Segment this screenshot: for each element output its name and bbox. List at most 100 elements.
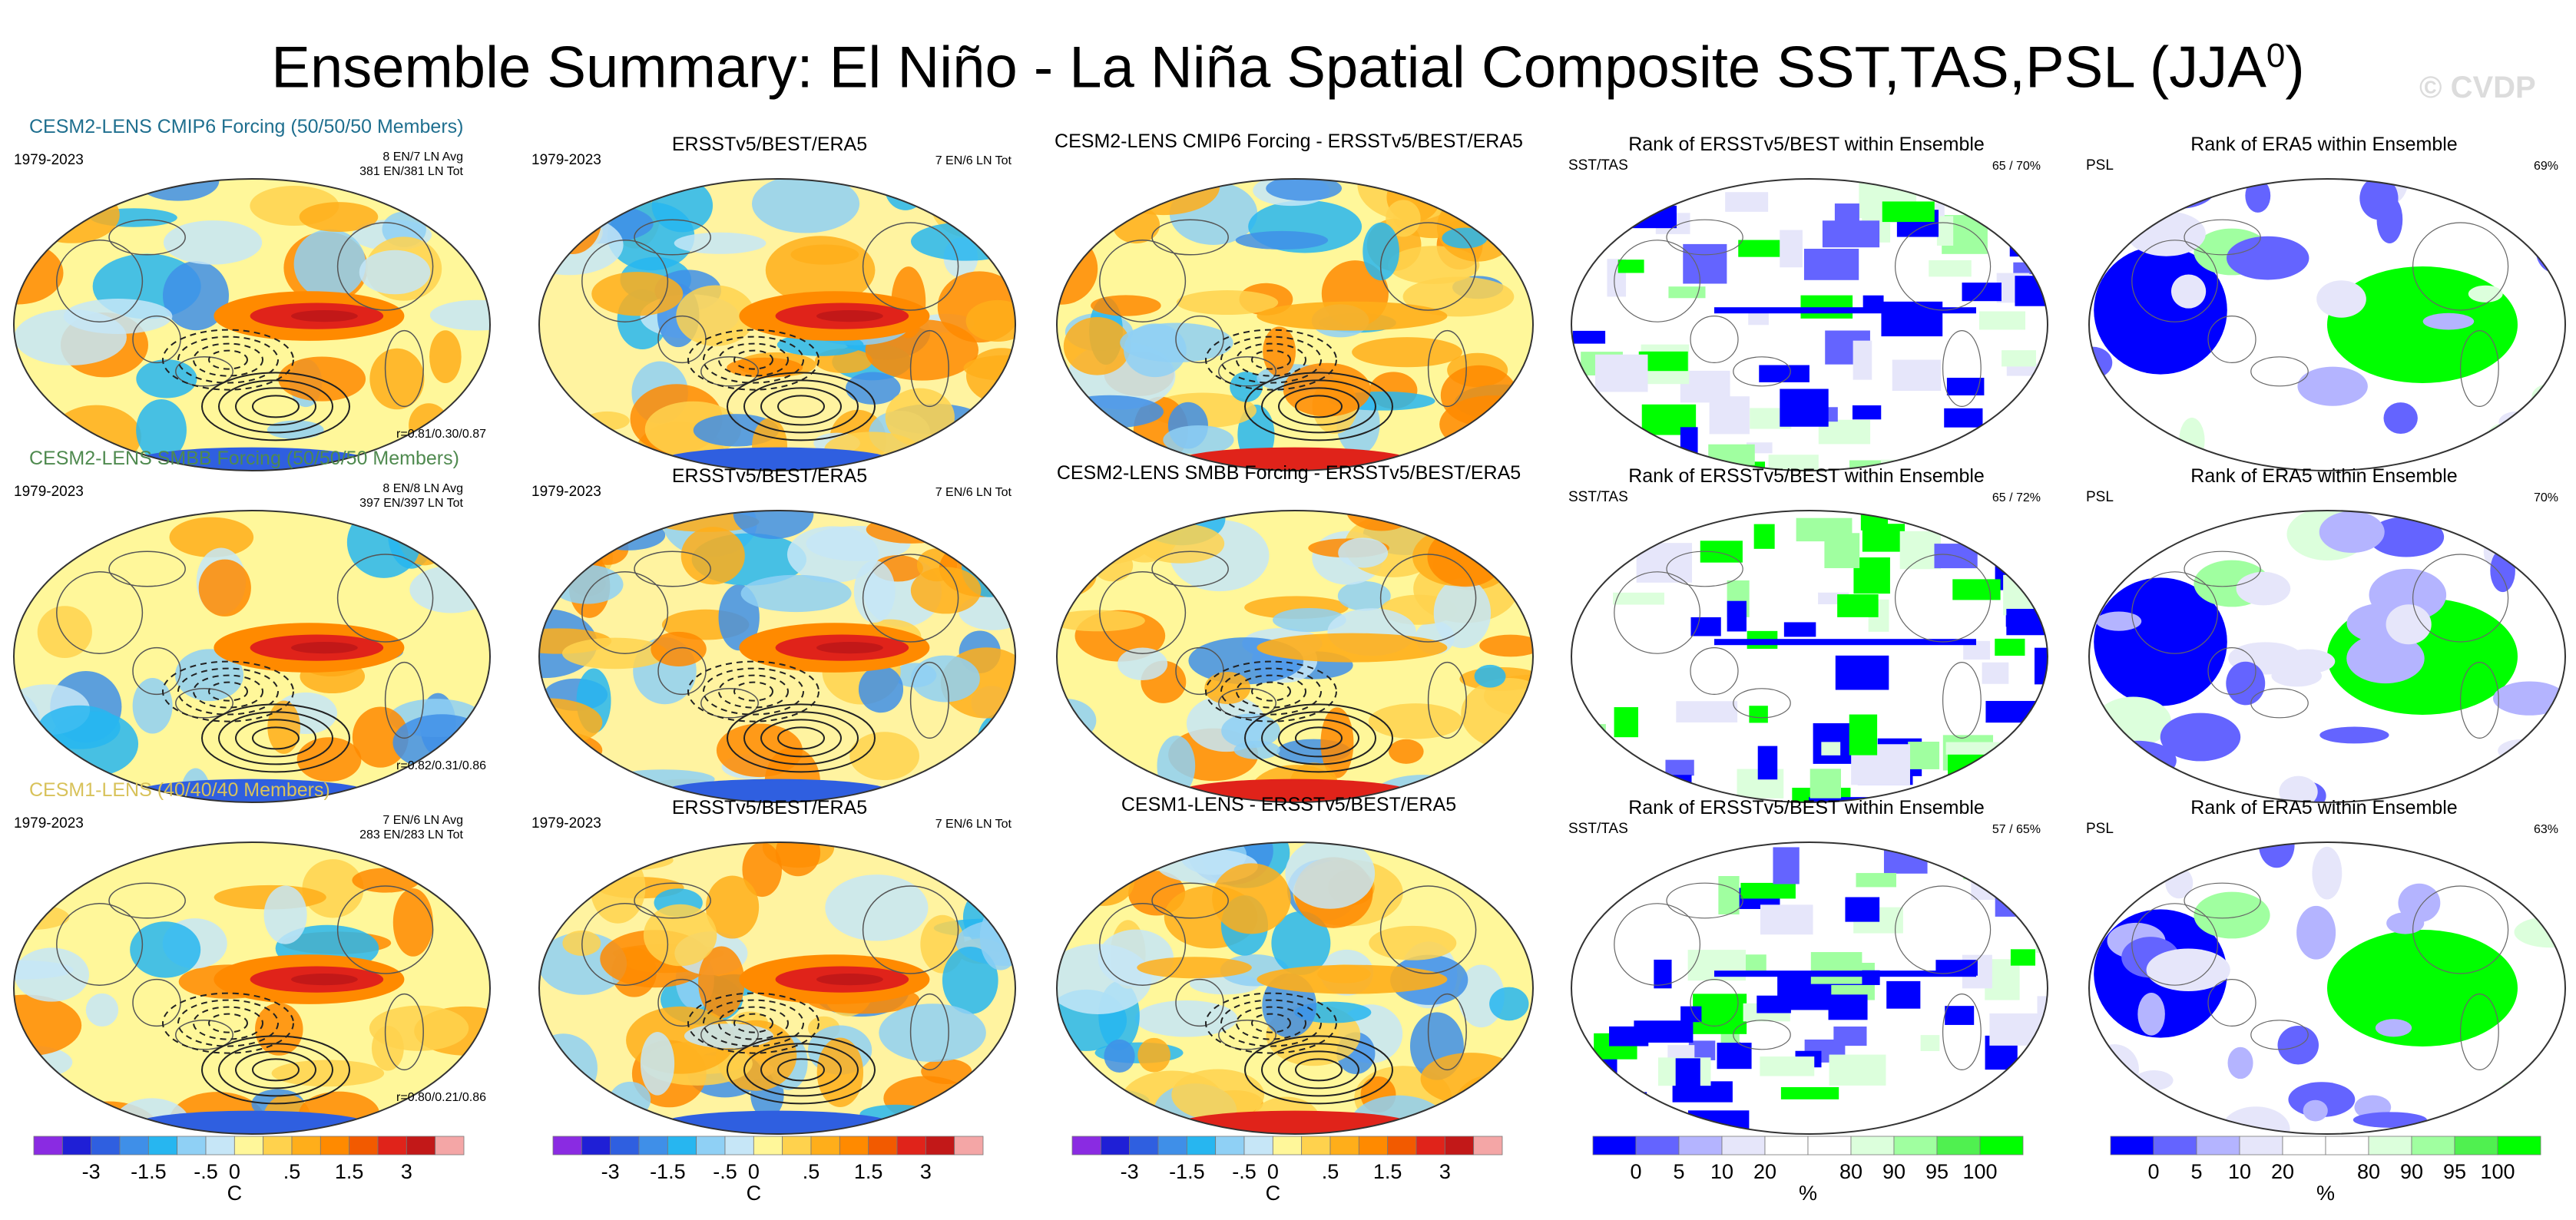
colorbar-swatch — [2282, 1136, 2326, 1156]
psl-contour-dashed — [718, 342, 789, 377]
anomaly-blob — [136, 398, 187, 461]
map-field — [14, 511, 490, 802]
map-border — [1571, 178, 2048, 471]
psl-contour — [743, 1043, 859, 1097]
colorbar-tick-label: 0 — [2147, 1160, 2159, 1183]
map-border — [538, 510, 1016, 803]
enso-peak — [291, 310, 358, 322]
continent-outline — [56, 240, 144, 322]
colorbar-swatch — [1358, 1136, 1389, 1156]
difference-title: CESM2-LENS CMIP6 Forcing - ERSSTv5/BEST/… — [1055, 131, 1523, 152]
anomaly-blob — [543, 183, 602, 254]
rank-cell — [2025, 726, 2048, 759]
psl-contour-dashed — [162, 992, 294, 1054]
rank-cell — [1727, 600, 1747, 632]
psl-contour — [1261, 711, 1376, 765]
colorbar-tick-label: 1.5 — [1373, 1160, 1402, 1183]
rank-cell — [2040, 534, 2048, 551]
rank-cell — [1668, 286, 1706, 299]
psl-contour-dashed — [1236, 342, 1306, 377]
continent-outline — [862, 222, 959, 311]
anomaly-blob — [130, 921, 201, 978]
psl-contour-dashed — [733, 1013, 773, 1033]
rank-cell — [1948, 754, 2002, 788]
map-field — [1571, 179, 2048, 471]
map-field — [14, 842, 490, 1134]
rank-cell — [2319, 726, 2389, 744]
map-border — [2088, 841, 2566, 1135]
rank-cell — [2245, 179, 2271, 213]
rank-psl-percent: 69% — [2534, 160, 2558, 173]
colorbar-tick-label: -3 — [601, 1160, 620, 1183]
rank-cell — [1599, 1096, 1646, 1129]
continent-outline — [1427, 329, 1467, 408]
anomaly-blob — [866, 515, 956, 544]
continent-outline — [1218, 1020, 1276, 1050]
map-field — [2089, 842, 2565, 1134]
anomaly-blob — [971, 179, 1015, 208]
psl-contour-dashed — [1251, 681, 1291, 702]
anomaly-blob — [1468, 861, 1533, 892]
continent-outline — [1218, 356, 1276, 387]
continent-outline — [1614, 903, 1701, 986]
anomaly-blob — [1433, 577, 1492, 649]
anomaly-blob — [705, 875, 760, 939]
map-border — [538, 178, 1016, 471]
rank-cell — [2226, 661, 2266, 706]
rank-cell — [1803, 248, 1859, 280]
obs-title: ERSSTv5/BEST/ERA5 — [672, 134, 867, 155]
anomaly-blob — [651, 631, 707, 667]
continent-outline — [1895, 885, 1992, 974]
rank-cell — [2160, 712, 2241, 762]
period-label: 1979-2023 — [531, 815, 601, 832]
anomaly-blob — [1352, 337, 1462, 368]
rank-psl-variable: PSL — [2086, 157, 2114, 174]
rank-cell — [1997, 535, 2048, 577]
continent-outline — [700, 1020, 759, 1050]
rank-region — [2327, 930, 2518, 1046]
colorbar-tick-label: -.5 — [713, 1160, 737, 1183]
rank-cell — [1908, 742, 1940, 769]
colorbar-tick-label: 0 — [1267, 1160, 1279, 1183]
rank-cell — [2514, 765, 2565, 791]
psl-contour — [760, 1050, 842, 1089]
anomaly-blob — [539, 753, 591, 801]
enso-tongue — [1257, 301, 1448, 331]
continent-outline — [336, 885, 434, 974]
psl-contour — [235, 719, 316, 758]
rank-cell — [1753, 524, 1775, 549]
anomaly-blob — [458, 842, 490, 894]
anomaly-blob — [1204, 672, 1251, 705]
map-field — [539, 511, 1015, 802]
colorbar-tick-label: .5 — [1322, 1160, 1339, 1183]
anomaly-blob — [977, 713, 1015, 771]
anomaly-blob — [1212, 863, 1291, 934]
rank-cell — [1985, 700, 2036, 723]
continent-outline — [1099, 240, 1187, 322]
colorbar-swatch — [868, 1136, 898, 1156]
colorbar-tick-label: 90 — [1882, 1160, 1906, 1183]
anomaly-blob — [825, 874, 929, 941]
continent-outline — [700, 356, 759, 387]
colorbar-swatch — [320, 1136, 350, 1156]
continent-outline — [581, 903, 669, 986]
anomaly-blob — [1386, 200, 1421, 237]
rank-cell — [2089, 220, 2119, 240]
rank-cell — [2137, 179, 2206, 210]
anomaly-blob — [942, 946, 998, 1014]
continent-outline — [862, 885, 959, 974]
psl-contour — [760, 387, 842, 426]
anomaly-blob — [936, 762, 1015, 792]
anomaly-blob — [1221, 713, 1280, 749]
continent-outline — [1690, 316, 1739, 364]
rank-region — [2094, 577, 2227, 706]
rank-cell — [1757, 746, 1778, 780]
colorbar-tick-label: 80 — [2357, 1160, 2380, 1183]
rank-cell — [1768, 455, 1819, 471]
rank-cell — [1992, 860, 2041, 880]
anomaly-blob — [1124, 323, 1187, 378]
colorbar-swatch — [1807, 1136, 1852, 1156]
psl-contour-dashed — [718, 674, 789, 709]
continent-outline — [1666, 882, 1743, 919]
colorbar-swatch — [610, 1136, 640, 1156]
